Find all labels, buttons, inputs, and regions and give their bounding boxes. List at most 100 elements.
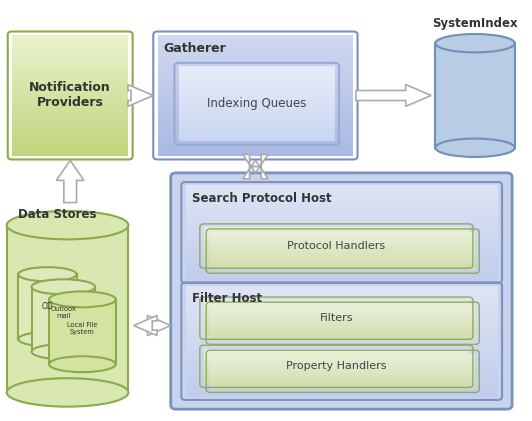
Bar (179, 102, 335, 104)
Bar (204, 376, 469, 377)
Bar (211, 354, 475, 355)
Text: Data Stores: Data Stores (18, 208, 96, 221)
Bar (204, 317, 469, 318)
Ellipse shape (435, 139, 515, 157)
FancyArrow shape (128, 85, 153, 107)
Bar (12, 93, 128, 96)
Bar (211, 370, 475, 371)
Bar (179, 76, 335, 77)
Bar (211, 265, 475, 266)
Bar (157, 41, 353, 44)
Bar (204, 260, 469, 261)
Bar (31, 287, 95, 352)
Bar (12, 120, 128, 123)
Bar (157, 56, 353, 59)
Bar (186, 197, 498, 200)
Bar (179, 121, 335, 123)
Bar (204, 323, 469, 325)
Bar (186, 286, 498, 288)
Bar (157, 62, 353, 65)
Bar (186, 190, 498, 192)
Bar (7, 225, 128, 392)
Bar (204, 382, 469, 383)
Text: Filter Host: Filter Host (192, 292, 262, 305)
Bar (211, 247, 475, 248)
Bar (211, 387, 475, 388)
Bar (186, 291, 498, 294)
Bar (211, 308, 475, 309)
Bar (157, 77, 353, 80)
Bar (186, 258, 498, 261)
Bar (12, 129, 128, 132)
Bar (211, 240, 475, 241)
Bar (179, 108, 335, 109)
Bar (186, 338, 498, 341)
Bar (179, 106, 335, 108)
FancyArrow shape (243, 155, 268, 173)
Bar (186, 363, 498, 366)
Bar (211, 331, 475, 332)
Bar (12, 77, 128, 80)
Bar (204, 373, 469, 374)
Bar (157, 101, 353, 104)
Bar (157, 86, 353, 89)
Bar (204, 314, 469, 315)
Bar (211, 377, 475, 378)
Bar (157, 108, 353, 111)
Bar (186, 394, 498, 397)
Bar (211, 372, 475, 373)
Ellipse shape (31, 279, 95, 294)
Bar (204, 227, 469, 228)
Bar (179, 100, 335, 102)
Bar (211, 262, 475, 263)
Bar (186, 244, 498, 247)
Text: SystemIndex: SystemIndex (432, 17, 518, 30)
Bar (211, 263, 475, 264)
Bar (186, 308, 498, 311)
Bar (211, 238, 475, 239)
Text: Outlook
mail: Outlook mail (51, 306, 76, 320)
Bar (157, 138, 353, 141)
Bar (186, 253, 498, 256)
Bar (204, 313, 469, 314)
Bar (186, 277, 498, 280)
Bar (204, 380, 469, 381)
Bar (211, 254, 475, 255)
Bar (204, 334, 469, 335)
Bar (186, 297, 498, 300)
Bar (157, 68, 353, 71)
Bar (211, 312, 475, 314)
Bar (179, 140, 335, 141)
Bar (179, 94, 335, 96)
Bar (211, 311, 475, 312)
Bar (211, 258, 475, 259)
Bar (186, 300, 498, 302)
Bar (12, 123, 128, 126)
Bar (186, 256, 498, 258)
Bar (204, 356, 469, 357)
Bar (211, 314, 475, 315)
Bar (186, 275, 498, 277)
Bar (12, 35, 128, 38)
Bar (157, 47, 353, 50)
Bar (211, 366, 475, 367)
Bar (12, 44, 128, 47)
Bar (12, 62, 128, 65)
Bar (211, 323, 475, 324)
Bar (186, 388, 498, 391)
Bar (204, 377, 469, 378)
Bar (204, 355, 469, 356)
Bar (204, 250, 469, 251)
Bar (211, 356, 475, 357)
Bar (204, 363, 469, 364)
FancyArrow shape (134, 315, 157, 336)
Bar (204, 360, 469, 361)
Bar (186, 374, 498, 377)
Bar (179, 93, 335, 94)
Bar (211, 236, 475, 237)
Bar (204, 328, 469, 329)
Bar (204, 318, 469, 319)
Bar (204, 354, 469, 355)
Bar (211, 237, 475, 238)
Bar (204, 248, 469, 249)
